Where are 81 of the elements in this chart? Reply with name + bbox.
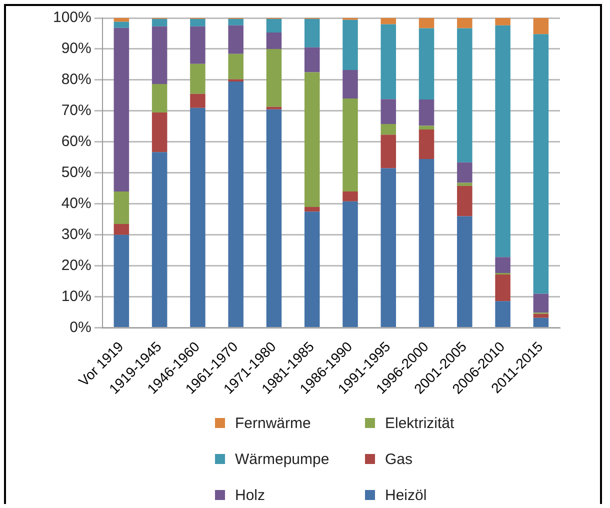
- bar: [228, 82, 244, 328]
- bar: [380, 124, 396, 135]
- bar: [495, 25, 510, 258]
- bar: [457, 182, 472, 186]
- y-tick-label: 100%: [52, 9, 92, 26]
- bar: [380, 24, 396, 100]
- y-tick-label: 0%: [70, 318, 92, 336]
- bar: [114, 18, 130, 22]
- bar: [495, 257, 510, 273]
- y-tick-label: 50%: [61, 164, 92, 182]
- bar: [418, 18, 434, 28]
- bar: [114, 22, 130, 28]
- bar: [533, 18, 549, 34]
- bar: [266, 48, 282, 107]
- bar: [304, 18, 320, 48]
- bar: [266, 109, 282, 328]
- bar: [342, 191, 358, 202]
- bar: [190, 94, 206, 108]
- y-tick-label: 60%: [61, 133, 92, 150]
- bar: [495, 274, 510, 302]
- bar: [533, 314, 549, 318]
- bar: [266, 18, 282, 33]
- bar: [228, 25, 244, 54]
- bar: [380, 99, 396, 124]
- legend-label: Elektrizität: [385, 414, 454, 432]
- y-tick-label: 90%: [61, 40, 92, 58]
- y-tick-label: 30%: [61, 226, 92, 243]
- bar: [380, 134, 396, 168]
- bar: [152, 26, 168, 84]
- bar: [418, 28, 434, 100]
- bar: [152, 152, 168, 328]
- legend-label: Heizöl: [385, 486, 427, 504]
- bar: [152, 84, 168, 112]
- bar: [190, 64, 206, 94]
- bar: [114, 234, 130, 328]
- bar: [266, 32, 282, 49]
- bar: [418, 130, 434, 159]
- bar: [190, 18, 206, 26]
- bar: [228, 54, 244, 80]
- bar: [304, 72, 320, 207]
- bar: [152, 18, 168, 26]
- y-tick-label: 20%: [61, 256, 92, 274]
- bar: [533, 318, 549, 328]
- bar: [418, 158, 434, 328]
- bar: [266, 106, 282, 110]
- bar: [342, 201, 358, 328]
- bar: [495, 301, 510, 328]
- bar: [533, 294, 549, 313]
- bar: [304, 206, 320, 212]
- bar: [152, 112, 168, 152]
- bar: [228, 79, 244, 82]
- bar: [457, 28, 472, 162]
- bar: [533, 34, 549, 294]
- bar: [304, 212, 320, 328]
- bar: [457, 18, 472, 28]
- bar: [114, 191, 130, 224]
- bar: [114, 28, 130, 192]
- y-tick-label: 40%: [61, 195, 92, 212]
- bar: [190, 26, 206, 64]
- legend-label: Fernwärme: [235, 414, 311, 432]
- bar: [342, 70, 358, 99]
- bar: [418, 126, 434, 130]
- legend-label: Wärmepumpe: [235, 450, 330, 468]
- bar: [380, 168, 396, 328]
- bar: [457, 216, 472, 328]
- legend-label: Gas: [385, 450, 413, 468]
- bar: [342, 98, 358, 192]
- bar: [228, 18, 244, 26]
- bar: [418, 99, 434, 126]
- bar: [190, 108, 206, 328]
- y-tick-label: 70%: [61, 102, 92, 120]
- bar: [457, 186, 472, 216]
- bar: [114, 224, 130, 235]
- bar: [495, 18, 510, 26]
- legend-label: Holz: [235, 486, 266, 504]
- bar: [342, 20, 358, 70]
- bar: [304, 47, 320, 72]
- y-tick-label: 10%: [61, 288, 92, 305]
- bar: [457, 162, 472, 183]
- y-tick-label: 80%: [61, 71, 92, 88]
- bar: [380, 18, 396, 24]
